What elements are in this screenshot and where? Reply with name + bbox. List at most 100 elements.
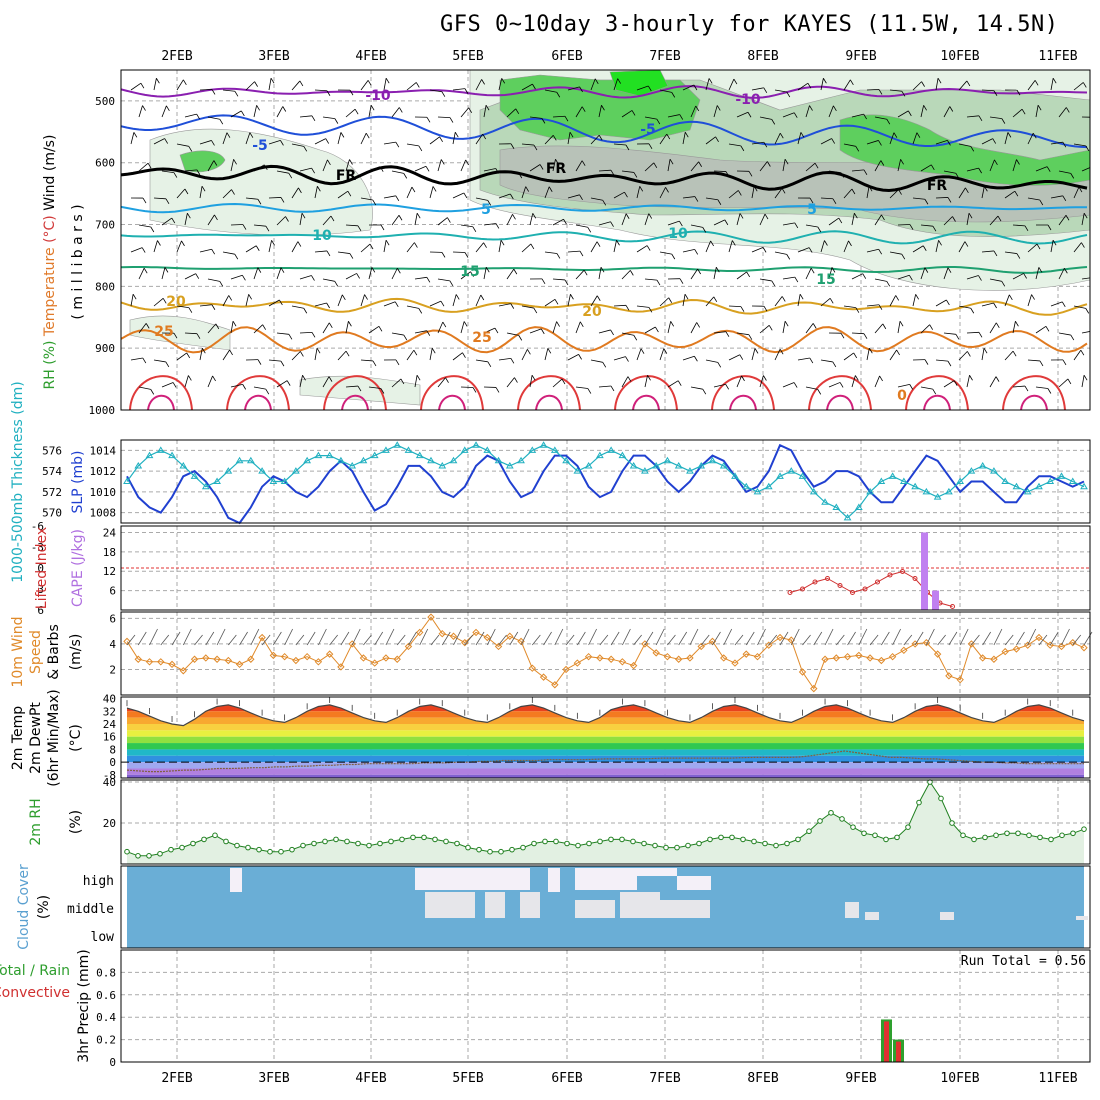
wind-barb-flag [646,245,651,251]
wind-barb [529,375,533,388]
rh-point [278,848,284,855]
wind-barb [253,386,266,390]
cloud-middle-block [425,892,475,918]
rh-point [377,840,383,847]
wind-barb-flag [255,245,260,251]
wind-barb [636,245,648,253]
wind-barb-10m [182,628,192,646]
thickness-line [126,444,1085,519]
thickness-point [1001,477,1010,484]
rh-point [1059,832,1065,839]
wind-barb-flag [415,82,420,88]
wind-barb-flag [901,91,906,97]
temp-contour-label: 20 [582,304,602,320]
wind-barb-flag [533,144,538,151]
wind-barb [1035,166,1048,172]
wind-speed-point [742,650,750,658]
wind-barb-flag [472,226,477,232]
lifted-index-ylabel: Lifted Index [34,527,50,609]
wind-barb [590,134,600,145]
wind-barb [314,348,318,361]
panel-frame-precip [120,949,1091,1063]
wind-barb [682,84,695,91]
thickness-point [235,456,244,464]
wind-barb [828,267,833,280]
rh-point [300,842,306,849]
rh-point [289,846,295,853]
wind-barb-flag [340,132,345,138]
wind-barb-flag [240,110,245,117]
thickness-point [123,477,131,484]
thickness-tick-label: 572 [42,486,62,499]
lifted-index-point [900,569,905,574]
wind-barb-flag [648,307,653,313]
wind-barb-flag [211,304,216,310]
wind-barb-flag [303,146,308,152]
wind-barb [314,186,318,199]
wind-barb [1050,141,1063,145]
rh-point [443,838,449,845]
wind-barb [230,383,243,388]
wind-barb [276,267,282,280]
wind-barb [544,251,557,254]
thickness-point [337,456,345,464]
wind-speed-point [877,656,886,665]
wind-barb [383,240,387,253]
wind-barb-flag [853,352,858,359]
wind-barb [506,268,515,280]
wind-barb [222,189,232,199]
panel-frame-rh [120,779,1091,865]
wind-barb-flag [1008,294,1013,301]
wind-barb-flag [587,227,592,233]
lifted-index-point [837,583,843,588]
wind-barb [843,188,853,199]
pressure-tick-label: 1000 [89,404,116,417]
wind-speed-point [641,640,649,648]
wind-barb-flag [1093,166,1096,171]
wind-barb [475,133,484,145]
wind-barb [184,273,196,280]
rh-ylabel-unit: (%) [68,810,84,834]
wind-barb [598,221,611,226]
wind-barb-flag [895,295,900,301]
wind-barb-flag [442,321,447,328]
wind-barb-flag [1016,89,1021,96]
precip-legend-convective: Convective [0,985,70,1001]
wind-speed-point [911,640,919,648]
rh-point [157,850,163,857]
wind-barb-flag [868,348,873,354]
wind-barb-flag [548,186,553,192]
rh-point [1037,834,1043,841]
x-tick-label-bottom: 5FEB [452,1071,483,1086]
wind-barb [429,136,440,145]
wind-barb [414,213,418,226]
wind-barb-flag [555,159,559,165]
wind-barb-flag [1031,294,1035,300]
wind-barb [912,245,924,253]
wind-barb-flag [947,360,952,367]
wind-barb [1073,186,1080,199]
wind-barb [176,305,189,309]
rh-point [795,836,801,843]
wind-barb [866,348,870,361]
wind-barb-flag [145,323,150,329]
wind-barb [966,275,979,280]
wind-barb-flag [1080,349,1085,356]
wind-speed-point [461,638,469,647]
wind-barb [690,268,698,280]
wind-speed-point [348,640,356,648]
wind-barb-flag [219,281,224,287]
wind-barb [253,267,259,280]
x-tick-label-top: 10FEB [940,49,979,64]
wind-barb-flag [184,188,189,195]
wind-barb-flag [188,375,192,381]
wind-speed-point [866,654,874,662]
wind-barb-flag [229,349,233,356]
temp-contour-label: 15 [460,264,479,280]
wind-barb-flag [297,241,302,247]
wind-barb [1035,386,1048,389]
wind-barb [575,386,588,389]
wind-speed-point [370,659,379,667]
rh-point [498,848,504,855]
wind-barb-flag [395,141,400,148]
